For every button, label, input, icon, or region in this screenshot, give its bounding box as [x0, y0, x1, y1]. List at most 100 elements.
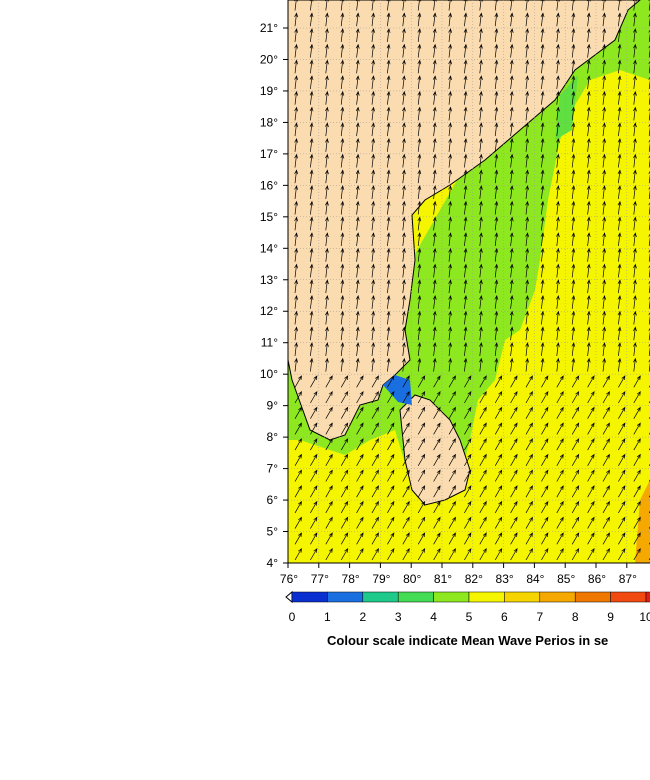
wave-arrow [355, 216, 360, 231]
wave-arrow [617, 43, 622, 58]
wave-arrow [325, 169, 329, 184]
colorbar-label: 0 [289, 610, 296, 624]
wave-arrow [433, 422, 441, 435]
wave-arrow [371, 106, 375, 121]
wave-arrow [325, 122, 329, 137]
wave-arrow [586, 295, 591, 309]
wave-arrow [479, 138, 483, 152]
map-area [288, 0, 650, 563]
wave-arrow [509, 216, 514, 231]
wave-arrow [586, 43, 591, 58]
wave-arrow [571, 406, 580, 419]
wave-arrow [417, 279, 422, 294]
wave-arrow [371, 122, 375, 137]
wave-arrow [309, 185, 314, 199]
wave-arrow [494, 547, 503, 561]
wave-arrow [540, 90, 545, 105]
wave-arrow [340, 375, 349, 388]
wave-arrow [556, 342, 560, 356]
wave-arrow [432, 232, 437, 247]
lat-label: 6° [267, 493, 279, 507]
wave-arrow [571, 326, 576, 341]
wave-arrow [602, 43, 606, 58]
wave-arrow [417, 422, 426, 435]
wave-arrow [525, 500, 533, 514]
wave-arrow [617, 357, 622, 372]
wave-arrow [371, 153, 375, 168]
wave-arrow [479, 12, 483, 27]
wave-arrow [325, 200, 329, 215]
wave-arrow [356, 485, 364, 498]
wave-arrow [633, 0, 637, 11]
wave-arrow [571, 438, 580, 451]
wave-arrow [633, 59, 637, 74]
wave-arrow [571, 216, 576, 231]
wave-arrow [587, 406, 595, 419]
wave-arrow [463, 169, 468, 184]
wave-arrow [340, 390, 349, 404]
wave-arrow [541, 375, 549, 388]
wave-arrow [510, 469, 518, 482]
wave-arrow [340, 263, 345, 278]
wave-arrow [448, 500, 456, 514]
wave-arrow [417, 390, 426, 404]
wave-arrow [340, 200, 345, 215]
wave-arrow [510, 547, 518, 561]
wave-arrow [309, 279, 314, 294]
wave-arrow [417, 310, 422, 325]
wave-arrow [355, 75, 360, 90]
wave-arrow [586, 90, 591, 105]
lat-label: 21° [260, 21, 278, 35]
wave-arrow [525, 469, 533, 482]
wave-arrow [402, 263, 406, 278]
wave-arrow [433, 485, 441, 498]
wave-arrow [586, 0, 591, 11]
wave-arrow [494, 122, 499, 137]
wave-arrow [309, 295, 314, 309]
wave-arrow [371, 310, 375, 325]
colorbar-bin [539, 591, 576, 603]
wave-arrow [386, 247, 391, 262]
wave-arrow [417, 169, 422, 184]
wave-arrow [294, 247, 298, 262]
wave-arrow [432, 153, 437, 168]
wave-arrow [479, 263, 483, 278]
wave-arrow [448, 28, 452, 42]
wave-arrow [402, 342, 406, 356]
wave-arrow [540, 232, 545, 247]
wave-arrow [386, 138, 391, 152]
wave-arrow [402, 28, 406, 42]
wave-arrow [479, 169, 483, 184]
wave-arrow [448, 390, 456, 404]
wave-arrow [356, 422, 364, 435]
wave-arrow [463, 75, 468, 90]
wave-arrow [602, 342, 606, 356]
wave-arrow [587, 375, 595, 388]
lon-label: 87° [619, 572, 637, 586]
wave-arrow [371, 532, 379, 545]
wave-arrow [479, 516, 487, 529]
wave-arrow [571, 90, 576, 105]
wave-arrow [618, 485, 626, 498]
wave-arrow [587, 485, 595, 498]
colorbar-bin [433, 591, 470, 603]
wave-arrow [586, 185, 591, 199]
wave-arrow [479, 500, 487, 514]
wave-arrow [556, 216, 560, 231]
wave-arrow [417, 295, 422, 309]
wave-arrow [386, 357, 391, 372]
wave-arrow [509, 247, 514, 262]
wave-arrow [294, 532, 302, 545]
wave-arrow [386, 342, 391, 356]
wave-arrow [325, 390, 333, 404]
wave-arrow [325, 326, 329, 341]
wave-arrow [294, 295, 298, 309]
wave-arrow [402, 422, 410, 435]
wave-arrow [509, 342, 514, 356]
wave-arrow [540, 122, 545, 137]
wave-arrow [433, 375, 441, 388]
wave-arrow [417, 453, 426, 466]
wave-arrow [433, 453, 441, 466]
wave-arrow [340, 532, 349, 545]
wave-arrow [633, 75, 637, 90]
